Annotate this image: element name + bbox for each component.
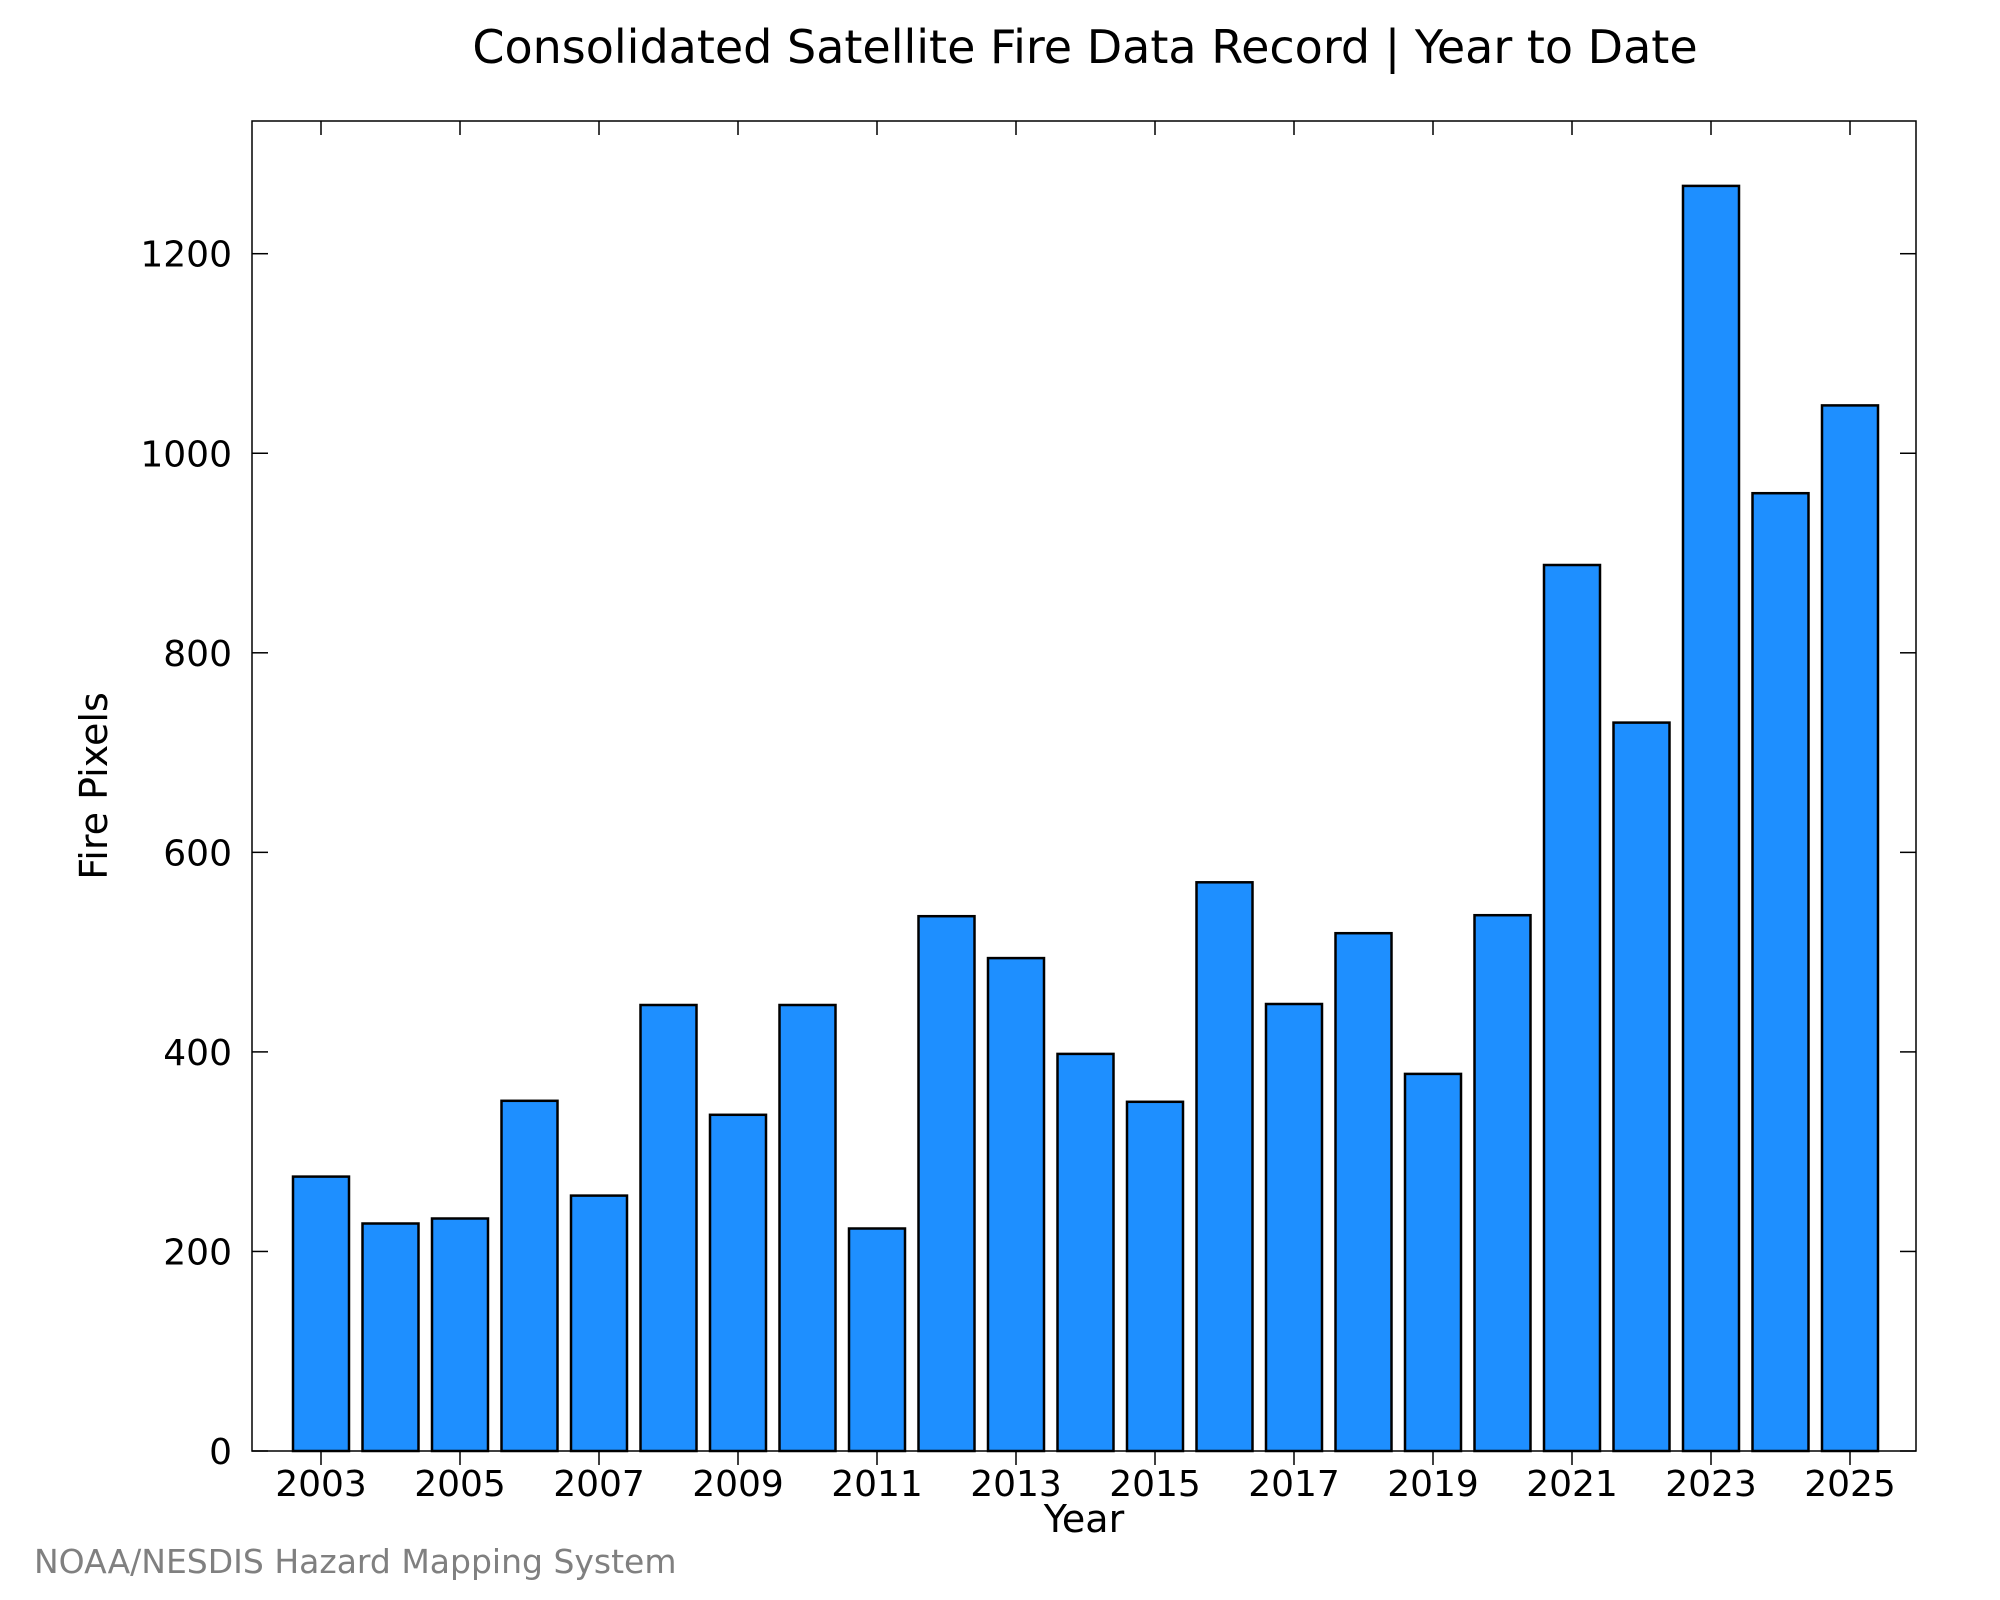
plot-frame [251,120,1917,1452]
bar-2020 [1473,913,1532,1453]
x-tick-labels: 2003 2005 2007 2009 2011 2013 2015 2017 2019 2021… [275,1464,1896,1505]
bar-2013 [986,956,1046,1453]
y-tick-label-400: 400 [163,1033,232,1074]
bar-2010 [778,1003,837,1453]
y-axis-label: Fire Pixels [72,692,116,880]
y-tick-label-0: 0 [209,1432,232,1473]
bar-2009 [708,1113,768,1453]
y-tick-label-200: 200 [163,1232,232,1273]
x-tick-label-2013: 2013 [970,1464,1062,1505]
bar-2008 [639,1003,698,1453]
bar-2007 [569,1194,629,1453]
x-tick-label-2005: 2005 [414,1464,506,1505]
x-tick-label-2015: 2015 [1109,1464,1201,1505]
bars-layer [291,184,1880,1453]
bar-2004 [361,1222,420,1453]
bar-2025 [1820,404,1880,1453]
chart-title: Consolidated Satellite Fire Data Record … [472,20,1697,75]
bar-2023 [1681,184,1741,1453]
x-tick-label-2003: 2003 [275,1464,367,1505]
bar-2022 [1612,721,1671,1453]
x-axis-label: Year [1043,1497,1125,1541]
bar-2011 [847,1227,907,1453]
bar-2021 [1542,563,1602,1453]
bar-2006 [500,1099,559,1453]
x-tick-label-2009: 2009 [692,1464,784,1505]
y-tick-label-1000: 1000 [140,434,232,475]
x-tick-label-2011: 2011 [831,1464,923,1505]
x-tick-label-2019: 2019 [1387,1464,1479,1505]
x-tick-label-2007: 2007 [553,1464,645,1505]
bar-2016 [1195,881,1254,1453]
bar-2017 [1264,1002,1324,1453]
bar-2005 [430,1217,490,1453]
bar-2018 [1334,931,1393,1453]
bar-2012 [917,914,976,1453]
y-tick-label-800: 800 [163,634,232,675]
ticks-layer [252,121,1916,1465]
credit-text: NOAA/NESDIS Hazard Mapping System [34,1542,677,1581]
bar-2014 [1056,1052,1115,1453]
x-tick-label-2025: 2025 [1804,1464,1896,1505]
y-tick-label-600: 600 [163,833,232,874]
bar-2019 [1403,1072,1463,1453]
x-tick-label-2021: 2021 [1526,1464,1618,1505]
y-tick-label-1200: 1200 [140,235,232,276]
bar-2015 [1125,1100,1185,1453]
bar-2003 [291,1175,351,1453]
y-tick-labels: 0 200 400 600 800 1000 1200 [140,235,232,1473]
bar-2024 [1751,491,1810,1453]
x-tick-label-2017: 2017 [1248,1464,1340,1505]
x-tick-label-2023: 2023 [1665,1464,1757,1505]
